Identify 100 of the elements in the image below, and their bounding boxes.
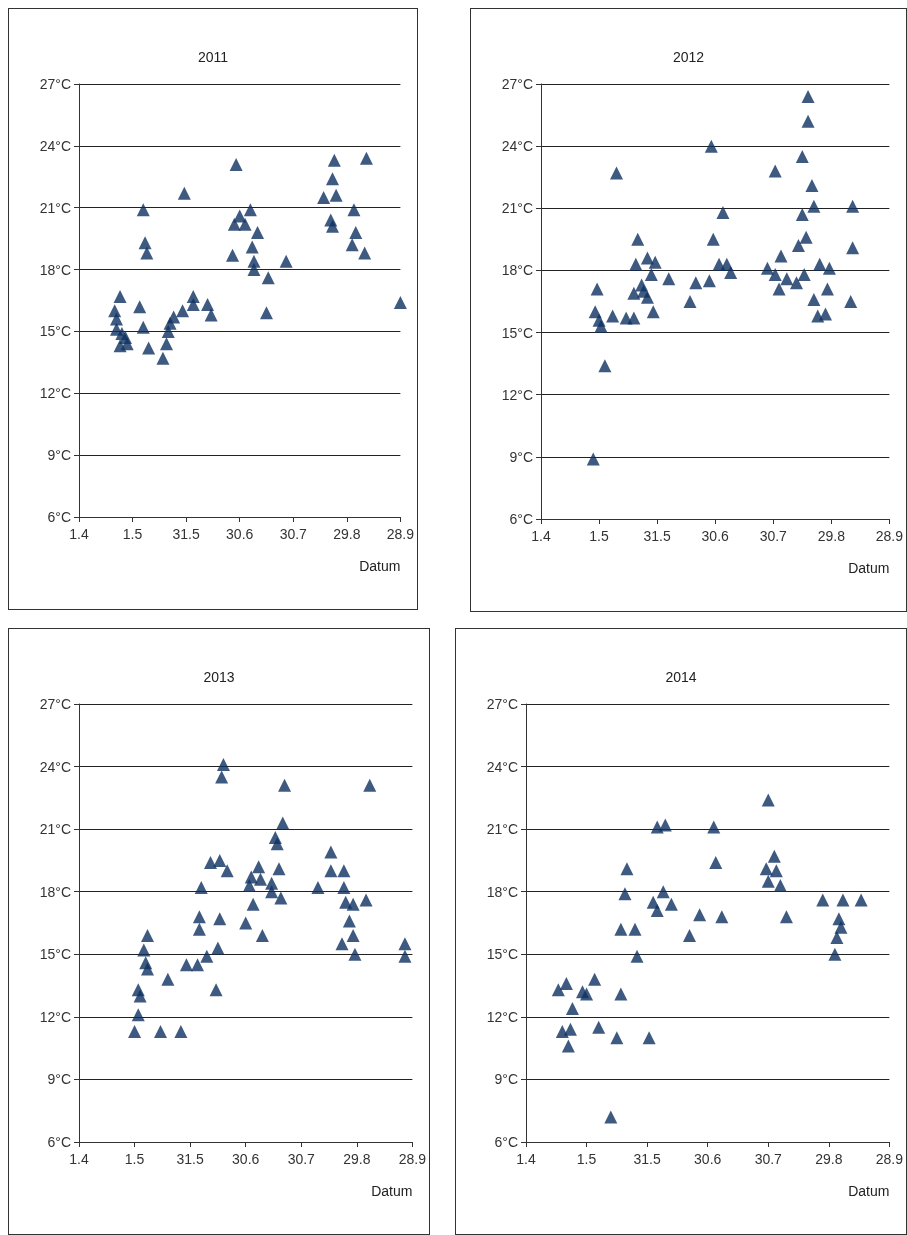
point [780, 272, 794, 286]
x-tick-label: 1.5 [122, 526, 143, 542]
point [346, 929, 360, 943]
point [646, 305, 660, 319]
point [192, 910, 206, 924]
x-tick-label: 29.8 [333, 526, 361, 542]
point [327, 153, 341, 167]
x-tick-label: 31.5 [633, 1151, 661, 1167]
point [559, 976, 573, 990]
point [279, 254, 293, 268]
point [174, 1024, 188, 1038]
point [715, 910, 729, 924]
point [179, 958, 193, 972]
point [650, 903, 664, 917]
point [813, 257, 827, 271]
point [259, 306, 273, 320]
point [604, 1110, 618, 1124]
point [828, 947, 842, 961]
point [113, 289, 127, 303]
y-tick-label: 18°C [486, 883, 518, 900]
x-axis-title: Datum [848, 560, 890, 576]
x-tick-label: 30.6 [232, 1151, 260, 1167]
chart-title: 2014 [665, 669, 697, 685]
point [254, 872, 267, 886]
point [702, 274, 716, 288]
point [161, 972, 175, 986]
y-tick-label: 9°C [494, 1071, 518, 1088]
point [683, 929, 697, 943]
point [664, 897, 678, 911]
point [844, 295, 858, 308]
point [631, 232, 645, 246]
point [830, 931, 844, 945]
point [247, 263, 261, 277]
point [801, 114, 815, 128]
point [551, 983, 565, 997]
point [819, 307, 833, 321]
x-tick-label: 29.8 [343, 1151, 371, 1167]
point [243, 203, 257, 217]
point [614, 987, 628, 1001]
y-tick-label: 9°C [47, 1071, 71, 1088]
point [640, 290, 654, 304]
point [561, 1039, 575, 1053]
point [799, 230, 813, 244]
point [276, 816, 290, 830]
point [797, 268, 811, 282]
point [251, 225, 265, 239]
point [192, 922, 206, 936]
point [618, 887, 632, 901]
point [140, 246, 154, 260]
point [133, 989, 147, 1003]
point [795, 208, 809, 221]
point [656, 885, 670, 899]
point [805, 179, 819, 192]
point [768, 268, 782, 282]
point [167, 310, 181, 324]
point [272, 862, 286, 876]
point [628, 922, 642, 936]
x-tick-label: 30.7 [279, 526, 308, 542]
point [270, 837, 284, 851]
point [590, 282, 604, 296]
point [398, 937, 412, 951]
point [795, 150, 809, 163]
point [347, 203, 361, 217]
point [211, 941, 225, 955]
point [324, 864, 338, 878]
point [706, 232, 720, 246]
point [648, 255, 662, 269]
point [337, 881, 351, 895]
point [689, 276, 703, 290]
point [610, 1031, 624, 1045]
point [761, 874, 775, 888]
point [204, 856, 217, 870]
point [213, 912, 227, 926]
point [186, 298, 200, 312]
x-tick-label: 1.4 [516, 1151, 536, 1167]
chart-title: 2011 [197, 49, 229, 65]
point [136, 203, 150, 217]
point [244, 870, 258, 884]
x-tick-label: 30.7 [287, 1151, 316, 1167]
point [345, 238, 359, 252]
point [767, 849, 781, 863]
x-tick-label: 31.5 [643, 528, 671, 544]
y-tick-label: 12°C [39, 1008, 71, 1025]
point [704, 139, 718, 153]
point [779, 910, 793, 924]
point [326, 172, 340, 186]
point [761, 793, 775, 807]
point [317, 190, 331, 204]
point [565, 1002, 579, 1016]
point [772, 282, 786, 296]
y-tick-label: 18°C [39, 261, 71, 278]
point [216, 757, 230, 771]
x-axis-title: Datum [848, 1183, 890, 1199]
x-tick-label: 30.6 [701, 528, 730, 544]
point [209, 983, 223, 997]
point [363, 778, 377, 792]
point [627, 286, 641, 300]
point [834, 920, 848, 934]
point [346, 897, 360, 911]
y-tick-label: 24°C [501, 138, 533, 155]
